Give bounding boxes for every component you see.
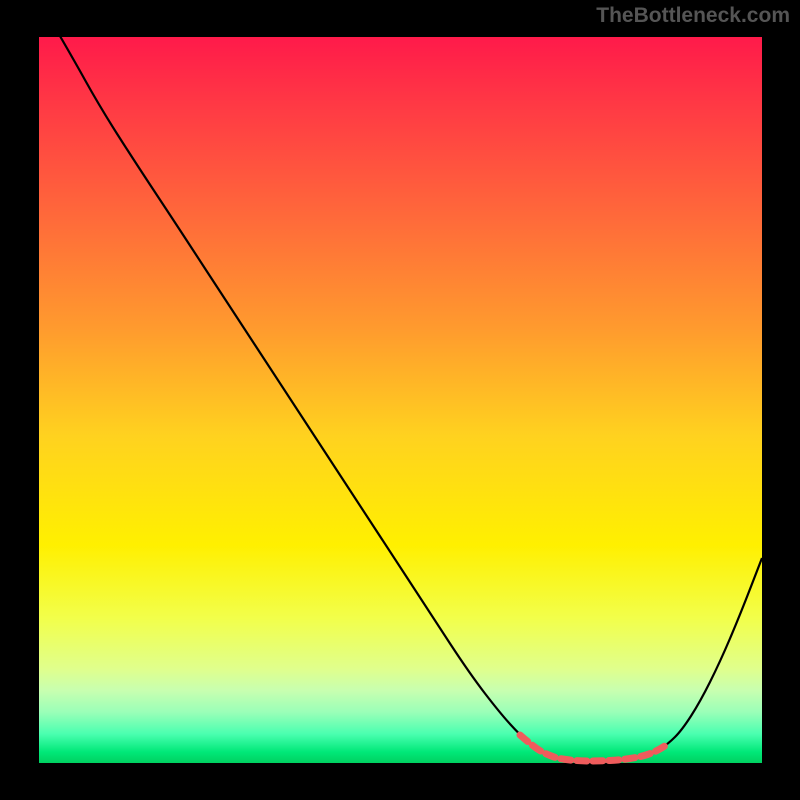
highlight-segment — [520, 735, 668, 761]
chart-container: TheBottleneck.com — [0, 0, 800, 800]
watermark-text: TheBottleneck.com — [596, 4, 790, 28]
curve-layer — [0, 0, 800, 800]
bottleneck-curve — [39, 0, 762, 761]
